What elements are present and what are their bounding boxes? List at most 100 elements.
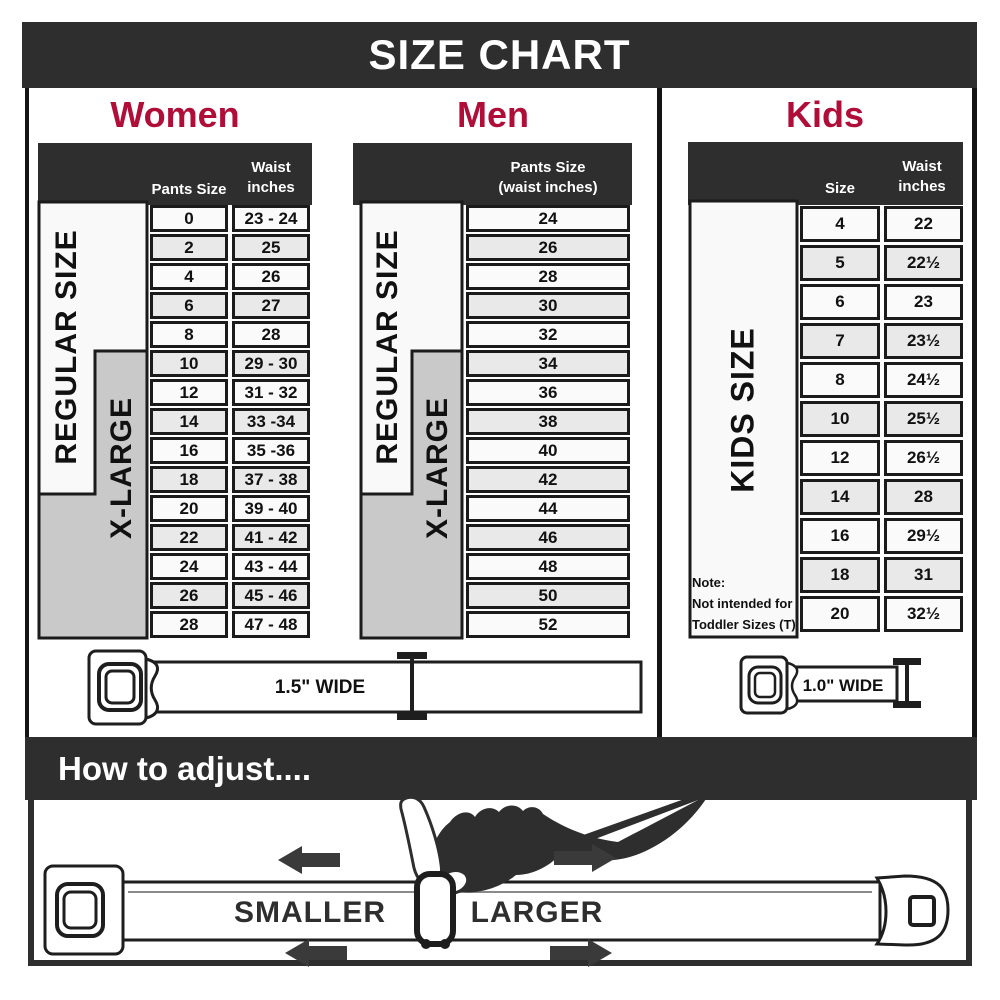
kids-size-cell: 12	[800, 440, 880, 476]
men-kids-divider	[657, 88, 662, 737]
adjust-illustration-frame	[28, 800, 972, 966]
kids-waist-cell: 29½	[884, 518, 963, 554]
men-regular-size-label: REGULAR SIZE	[371, 229, 404, 465]
how-to-adjust-band: How to adjust....	[25, 737, 977, 800]
women-size-cell: 0	[150, 205, 228, 232]
kids-size-label: KIDS SIZE	[724, 327, 761, 493]
kids-note-line1: Note:	[692, 575, 726, 590]
women-size-cell: 22	[150, 524, 228, 551]
women-size-cell: 12	[150, 379, 228, 406]
women-waist-cell: 28	[232, 321, 310, 348]
women-size-cell: 26	[150, 582, 228, 609]
kids-col2-header-line1: Waist	[902, 158, 942, 175]
men-size-cell: 44	[466, 495, 630, 522]
larger-label: LARGER	[470, 896, 604, 929]
women-waist-cell: 39 - 40	[232, 495, 310, 522]
women-col2-header-line2: inches	[247, 179, 295, 196]
men-heading: Men	[457, 94, 529, 135]
kids-size-cell: 14	[800, 479, 880, 515]
women-waist-cell: 25	[232, 234, 310, 261]
women-size-cell: 28	[150, 611, 228, 638]
men-size-cell: 42	[466, 466, 630, 493]
kids-col1-header: Size	[824, 180, 855, 197]
women-xlarge-label: X-LARGE	[105, 397, 138, 539]
men-size-cell: 52	[466, 611, 630, 638]
women-col2-header: Waist inches	[211, 158, 331, 198]
women-size-cell: 2	[150, 234, 228, 261]
kids-waist-cell: 31	[884, 557, 963, 593]
women-waist-cell: 29 - 30	[232, 350, 310, 377]
women-waist-cell: 27	[232, 292, 310, 319]
women-col2-header-line1: Waist	[251, 159, 291, 176]
men-size-cell: 36	[466, 379, 630, 406]
kids-note-line2: Not intended for	[692, 596, 793, 611]
kids-waist-cell: 24½	[884, 362, 963, 398]
women-waist-cell: 43 - 44	[232, 553, 310, 580]
kids-size-cell: 10	[800, 401, 880, 437]
women-size-cell: 24	[150, 553, 228, 580]
women-waist-cell: 23 - 24	[232, 205, 310, 232]
men-table-header	[353, 143, 632, 205]
kids-buckle-icon	[739, 655, 789, 715]
kids-size-cell: 7	[800, 323, 880, 359]
men-size-cell: 40	[466, 437, 630, 464]
men-col-header: Pants Size (waist inches)	[466, 158, 630, 198]
right-border	[972, 88, 977, 737]
smaller-label: SMALLER	[234, 896, 386, 929]
men-size-cell: 38	[466, 408, 630, 435]
men-size-cell: 50	[466, 582, 630, 609]
men-size-cell: 34	[466, 350, 630, 377]
men-size-cell: 26	[466, 234, 630, 261]
women-waist-cell: 31 - 32	[232, 379, 310, 406]
men-size-cell: 48	[466, 553, 630, 580]
women-size-cell: 18	[150, 466, 228, 493]
kids-waist-cell: 23½	[884, 323, 963, 359]
kids-waist-cell: 25½	[884, 401, 963, 437]
kids-note: Note: Not intended for Toddler Sizes (T)	[692, 572, 800, 635]
kids-waist-cell: 28	[884, 479, 963, 515]
women-waist-cell: 35 -36	[232, 437, 310, 464]
men-size-cell: 28	[466, 263, 630, 290]
kids-heading: Kids	[785, 94, 864, 135]
men-size-cell: 32	[466, 321, 630, 348]
page-title: SIZE CHART	[368, 31, 631, 78]
women-size-cell: 16	[150, 437, 228, 464]
kids-size-cell: 6	[800, 284, 880, 320]
women-waist-cell: 37 - 38	[232, 466, 310, 493]
kids-waist-cell: 23	[884, 284, 963, 320]
women-waist-cell: 33 -34	[232, 408, 310, 435]
women-col1-header: Pants Size	[151, 181, 227, 198]
women-regular-size-label: REGULAR SIZE	[50, 229, 83, 465]
kids-col2-header: Waist inches	[862, 157, 982, 197]
kids-size-cell: 4	[800, 206, 880, 242]
women-waist-cell: 45 - 46	[232, 582, 310, 609]
kids-waist-cell: 22½	[884, 245, 963, 281]
men-size-cell: 24	[466, 205, 630, 232]
kids-size-cell: 20	[800, 596, 880, 632]
title-banner: SIZE CHART	[22, 22, 977, 88]
women-size-cell: 4	[150, 263, 228, 290]
women-size-cell: 14	[150, 408, 228, 435]
women-heading: Women	[110, 94, 240, 135]
women-waist-cell: 26	[232, 263, 310, 290]
kids-waist-cell: 32½	[884, 596, 963, 632]
women-size-cell: 10	[150, 350, 228, 377]
kids-table-header	[688, 142, 963, 205]
kids-waist-cell: 26½	[884, 440, 963, 476]
kids-belt-width-label: 1.0" WIDE	[802, 676, 884, 695]
kids-waist-cell: 22	[884, 206, 963, 242]
adult-belt-width-label: 1.5" WIDE	[274, 677, 366, 698]
men-size-cell: 46	[466, 524, 630, 551]
adult-buckle-icon	[87, 649, 148, 726]
how-to-adjust-heading: How to adjust....	[58, 749, 311, 787]
women-table-header	[38, 143, 312, 205]
women-waist-cell: 41 - 42	[232, 524, 310, 551]
kids-col2-header-line2: inches	[898, 178, 946, 195]
kids-size-cell: 8	[800, 362, 880, 398]
kids-note-line3: Toddler Sizes (T)	[692, 617, 796, 632]
women-size-cell: 8	[150, 321, 228, 348]
kids-size-cell: 5	[800, 245, 880, 281]
women-size-cell: 6	[150, 292, 228, 319]
women-waist-cell: 47 - 48	[232, 611, 310, 638]
men-size-cell: 30	[466, 292, 630, 319]
